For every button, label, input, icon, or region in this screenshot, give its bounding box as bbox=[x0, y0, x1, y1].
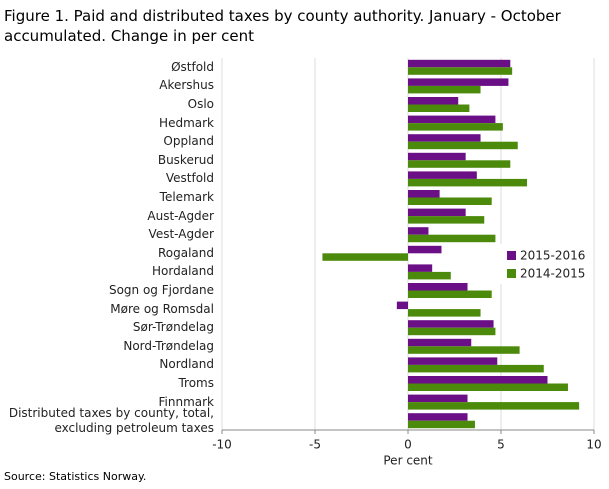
category-label: Rogaland bbox=[157, 245, 214, 260]
category-label: Nordland bbox=[159, 357, 214, 372]
category-label: Distributed taxes by county, total, excl… bbox=[8, 405, 214, 435]
bar bbox=[408, 67, 513, 75]
category-label: Buskerud bbox=[157, 152, 214, 167]
bar bbox=[408, 264, 433, 272]
bar bbox=[408, 402, 580, 410]
bar bbox=[408, 59, 511, 68]
x-tick-label: 5 bbox=[497, 438, 505, 452]
source: Source: Statistics Norway. bbox=[4, 470, 147, 483]
bar bbox=[408, 141, 518, 150]
category-label: Vest-Agder bbox=[148, 227, 214, 242]
x-axis-label: Per cent bbox=[383, 454, 433, 468]
bar bbox=[408, 115, 496, 124]
x-tick-label: 0 bbox=[404, 438, 412, 452]
bar bbox=[408, 208, 466, 217]
category-label: Finnmark bbox=[158, 394, 215, 409]
bar bbox=[408, 152, 466, 161]
bar bbox=[408, 190, 440, 198]
category-label: Sogn og Fjordane bbox=[108, 283, 214, 297]
bar bbox=[408, 346, 520, 354]
bar bbox=[408, 160, 511, 168]
bar bbox=[408, 290, 492, 298]
bar bbox=[408, 197, 492, 205]
bar bbox=[408, 104, 470, 112]
bar bbox=[408, 78, 509, 86]
bar bbox=[408, 97, 459, 105]
legend-label: 2015-2016 bbox=[520, 249, 585, 263]
bar bbox=[408, 309, 481, 317]
bar bbox=[408, 420, 475, 429]
bar bbox=[408, 134, 481, 142]
category-label: Hordaland bbox=[152, 264, 214, 279]
legend-swatch bbox=[507, 269, 516, 278]
bar bbox=[408, 327, 496, 336]
category-label: Telemark bbox=[159, 190, 214, 204]
bar bbox=[408, 283, 468, 291]
category-label: Aust-Agder bbox=[147, 208, 214, 223]
category-label: Oppland bbox=[163, 134, 214, 149]
bar bbox=[408, 357, 498, 365]
chart-title: Figure 1. Paid and distributed taxes by … bbox=[4, 7, 561, 45]
bar bbox=[408, 376, 548, 384]
bar bbox=[408, 338, 472, 347]
x-tick-label: -10 bbox=[212, 438, 232, 452]
legend-label: 2014-2015 bbox=[520, 267, 585, 281]
category-label: Hedmark bbox=[159, 115, 214, 130]
x-tick-label: -5 bbox=[309, 438, 321, 452]
bar bbox=[408, 271, 451, 280]
bar bbox=[408, 123, 503, 131]
category-label: Møre og Romsdal bbox=[110, 301, 214, 316]
bar bbox=[408, 227, 429, 235]
category-label: Vestfold bbox=[165, 171, 214, 186]
bar bbox=[396, 301, 408, 310]
bar bbox=[408, 178, 528, 187]
category-label: Nord-Trøndelag bbox=[123, 338, 214, 353]
bar bbox=[408, 216, 485, 224]
bar bbox=[408, 383, 568, 391]
bar bbox=[408, 85, 481, 94]
bar bbox=[322, 253, 408, 261]
category-label: Akershus bbox=[159, 78, 214, 93]
bar bbox=[408, 413, 468, 421]
category-label: Sør-Trøndelag bbox=[132, 320, 214, 335]
bar bbox=[408, 245, 442, 254]
category-label: Troms bbox=[178, 376, 214, 390]
bar bbox=[408, 234, 496, 243]
bar bbox=[408, 364, 544, 373]
category-label: Oslo bbox=[187, 97, 214, 111]
category-label: Østfold bbox=[171, 59, 214, 74]
bar bbox=[408, 394, 468, 403]
legend-swatch bbox=[507, 251, 516, 260]
x-tick-label: 10 bbox=[586, 438, 601, 452]
bar bbox=[408, 320, 494, 328]
bar bbox=[408, 171, 477, 179]
